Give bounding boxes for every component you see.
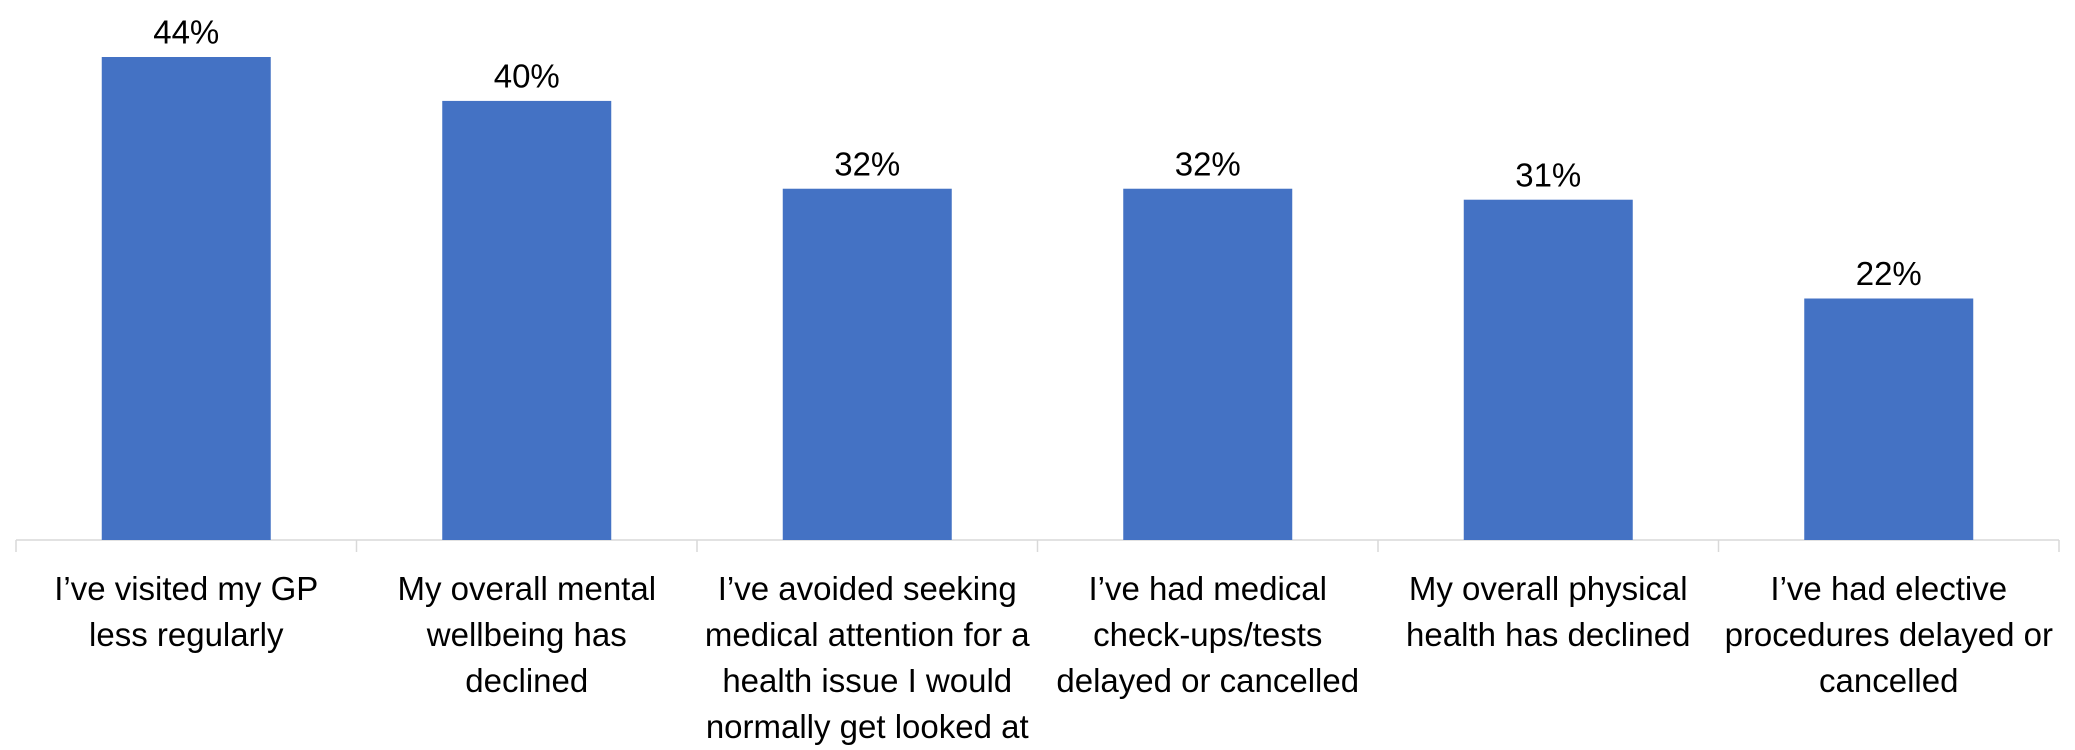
value-label: 32% (1175, 145, 1241, 182)
bar (1123, 188, 1293, 540)
value-label: 31% (1515, 156, 1581, 193)
value-label: 32% (834, 145, 900, 182)
x-tick-label: I’ve had elective procedures delayed or … (1724, 570, 2053, 699)
value-label: 22% (1856, 255, 1922, 292)
value-label: 40% (494, 58, 560, 95)
bar (442, 100, 612, 540)
x-tick-label: My overall mental wellbeing has declined (397, 570, 657, 699)
x-tick-label: I’ve avoided seeking medical attention f… (704, 570, 1030, 745)
bar (782, 188, 952, 540)
x-tick-label: I’ve visited my GP less regularly (54, 570, 319, 653)
value-label: 44% (153, 14, 219, 51)
bar (101, 57, 271, 540)
bar (1463, 199, 1633, 541)
bar (1804, 298, 1974, 540)
x-tick-label: I’ve had medical check-ups/tests delayed… (1056, 570, 1360, 699)
x-tick-label: My overall physical health has declined (1406, 570, 1691, 653)
